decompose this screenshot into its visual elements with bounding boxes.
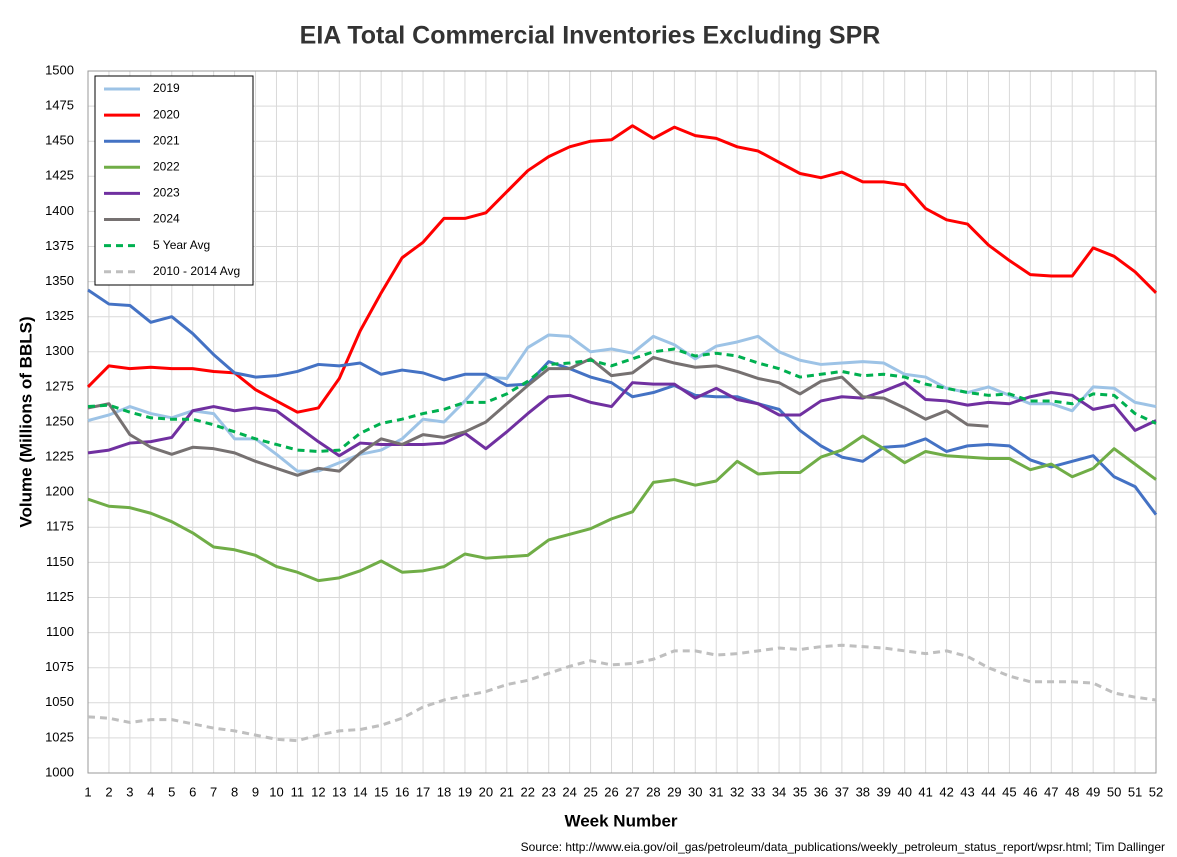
y-tick-label: 1275 — [45, 378, 74, 393]
y-tick-label: 1300 — [45, 343, 74, 358]
x-tick-label: 37 — [835, 784, 849, 799]
x-tick-label: 40 — [897, 784, 911, 799]
x-tick-label: 51 — [1128, 784, 1142, 799]
y-tick-label: 1175 — [46, 519, 74, 534]
x-tick-label: 11 — [291, 784, 305, 799]
y-tick-label: 1475 — [45, 98, 74, 113]
y-tick-label: 1325 — [45, 308, 74, 323]
x-tick-label: 15 — [374, 784, 388, 799]
x-tick-label: 23 — [541, 784, 555, 799]
series-line — [87, 333, 1157, 473]
legend-label: 2019 — [153, 81, 180, 95]
x-tick-label: 7 — [210, 784, 217, 799]
x-tick-label: 32 — [730, 784, 744, 799]
x-tick-label: 31 — [709, 784, 723, 799]
legend-label: 2010 - 2014 Avg — [153, 264, 240, 278]
y-tick-label: 1350 — [45, 273, 74, 288]
x-tick-label: 27 — [625, 784, 639, 799]
x-tick-label: 1 — [84, 784, 91, 799]
x-tick-label: 4 — [147, 784, 154, 799]
series-line — [87, 355, 989, 477]
legend-label: 2023 — [153, 186, 180, 200]
legend-label: 5 Year Avg — [153, 238, 210, 252]
x-tick-label: 20 — [479, 784, 493, 799]
legend-label: 2022 — [153, 159, 180, 173]
y-tick-label: 1100 — [46, 624, 74, 639]
series-line — [87, 434, 1157, 583]
x-tick-label: 45 — [1002, 784, 1016, 799]
x-tick-label: 5 — [168, 784, 175, 799]
x-tick-label: 21 — [500, 784, 514, 799]
x-tick-label: 30 — [688, 784, 702, 799]
x-tick-label: 10 — [269, 784, 283, 799]
x-tick-label: 44 — [981, 784, 995, 799]
x-tick-label: 48 — [1065, 784, 1079, 799]
x-tick-label: 16 — [395, 784, 409, 799]
x-tick-label: 39 — [877, 784, 891, 799]
y-tick-label: 1075 — [45, 659, 74, 674]
y-tick-label: 1250 — [45, 413, 74, 428]
x-tick-label: 38 — [856, 784, 870, 799]
y-tick-label: 1000 — [45, 764, 74, 779]
x-tick-label: 49 — [1086, 784, 1100, 799]
x-tick-label: 3 — [126, 784, 133, 799]
x-tick-label: 52 — [1149, 784, 1163, 799]
x-tick-label: 12 — [311, 784, 325, 799]
x-tick-label: 24 — [562, 784, 576, 799]
x-tick-label: 6 — [189, 784, 196, 799]
x-tick-label: 9 — [252, 784, 259, 799]
x-tick-label: 50 — [1107, 784, 1121, 799]
y-tick-label: 1375 — [45, 238, 74, 253]
y-tick-label: 1450 — [45, 133, 74, 148]
series-line — [87, 381, 1157, 458]
x-tick-label: 19 — [458, 784, 472, 799]
series-line — [87, 347, 1157, 453]
legend-box — [94, 75, 254, 286]
y-tick-label: 1150 — [46, 554, 74, 569]
x-tick-label: 8 — [231, 784, 238, 799]
x-axis-title: Week Number — [564, 811, 677, 830]
x-tick-label: 22 — [521, 784, 535, 799]
x-tick-label: 25 — [583, 784, 597, 799]
x-tick-label: 26 — [604, 784, 618, 799]
x-tick-label: 42 — [939, 784, 953, 799]
series-line — [87, 288, 1158, 516]
x-tick-label: 47 — [1044, 784, 1058, 799]
y-tick-label: 1225 — [45, 449, 74, 464]
x-tick-label: 34 — [772, 784, 786, 799]
series-line — [86, 124, 1158, 414]
legend-label: 2024 — [153, 212, 180, 226]
y-axis-title: Volume (Millions of BBLS) — [16, 316, 35, 527]
x-tick-label: 41 — [918, 784, 932, 799]
x-tick-label: 33 — [751, 784, 765, 799]
source-note: Source: http://www.eia.gov/oil_gas/petro… — [521, 840, 1165, 854]
x-tick-label: 28 — [646, 784, 660, 799]
x-tick-label: 13 — [332, 784, 346, 799]
y-tick-label: 1500 — [45, 62, 74, 77]
x-tick-label: 43 — [960, 784, 974, 799]
x-tick-label: 18 — [437, 784, 451, 799]
y-tick-label: 1200 — [45, 484, 74, 499]
y-tick-label: 1050 — [45, 694, 74, 709]
x-tick-label: 17 — [416, 784, 430, 799]
x-tick-label: 35 — [793, 784, 807, 799]
legend-label: 2021 — [153, 133, 180, 147]
x-tick-label: 2 — [105, 784, 112, 799]
legend-label: 2020 — [153, 107, 180, 121]
chart-title: EIA Total Commercial Inventories Excludi… — [300, 22, 881, 50]
x-tick-label: 29 — [667, 784, 681, 799]
y-tick-label: 1125 — [46, 589, 74, 604]
x-tick-label: 14 — [353, 784, 367, 799]
y-tick-label: 1025 — [45, 729, 74, 744]
series-line — [87, 643, 1157, 743]
y-tick-label: 1425 — [45, 168, 74, 183]
y-tick-label: 1400 — [45, 203, 74, 218]
x-tick-label: 36 — [814, 784, 828, 799]
x-tick-label: 46 — [1023, 784, 1037, 799]
